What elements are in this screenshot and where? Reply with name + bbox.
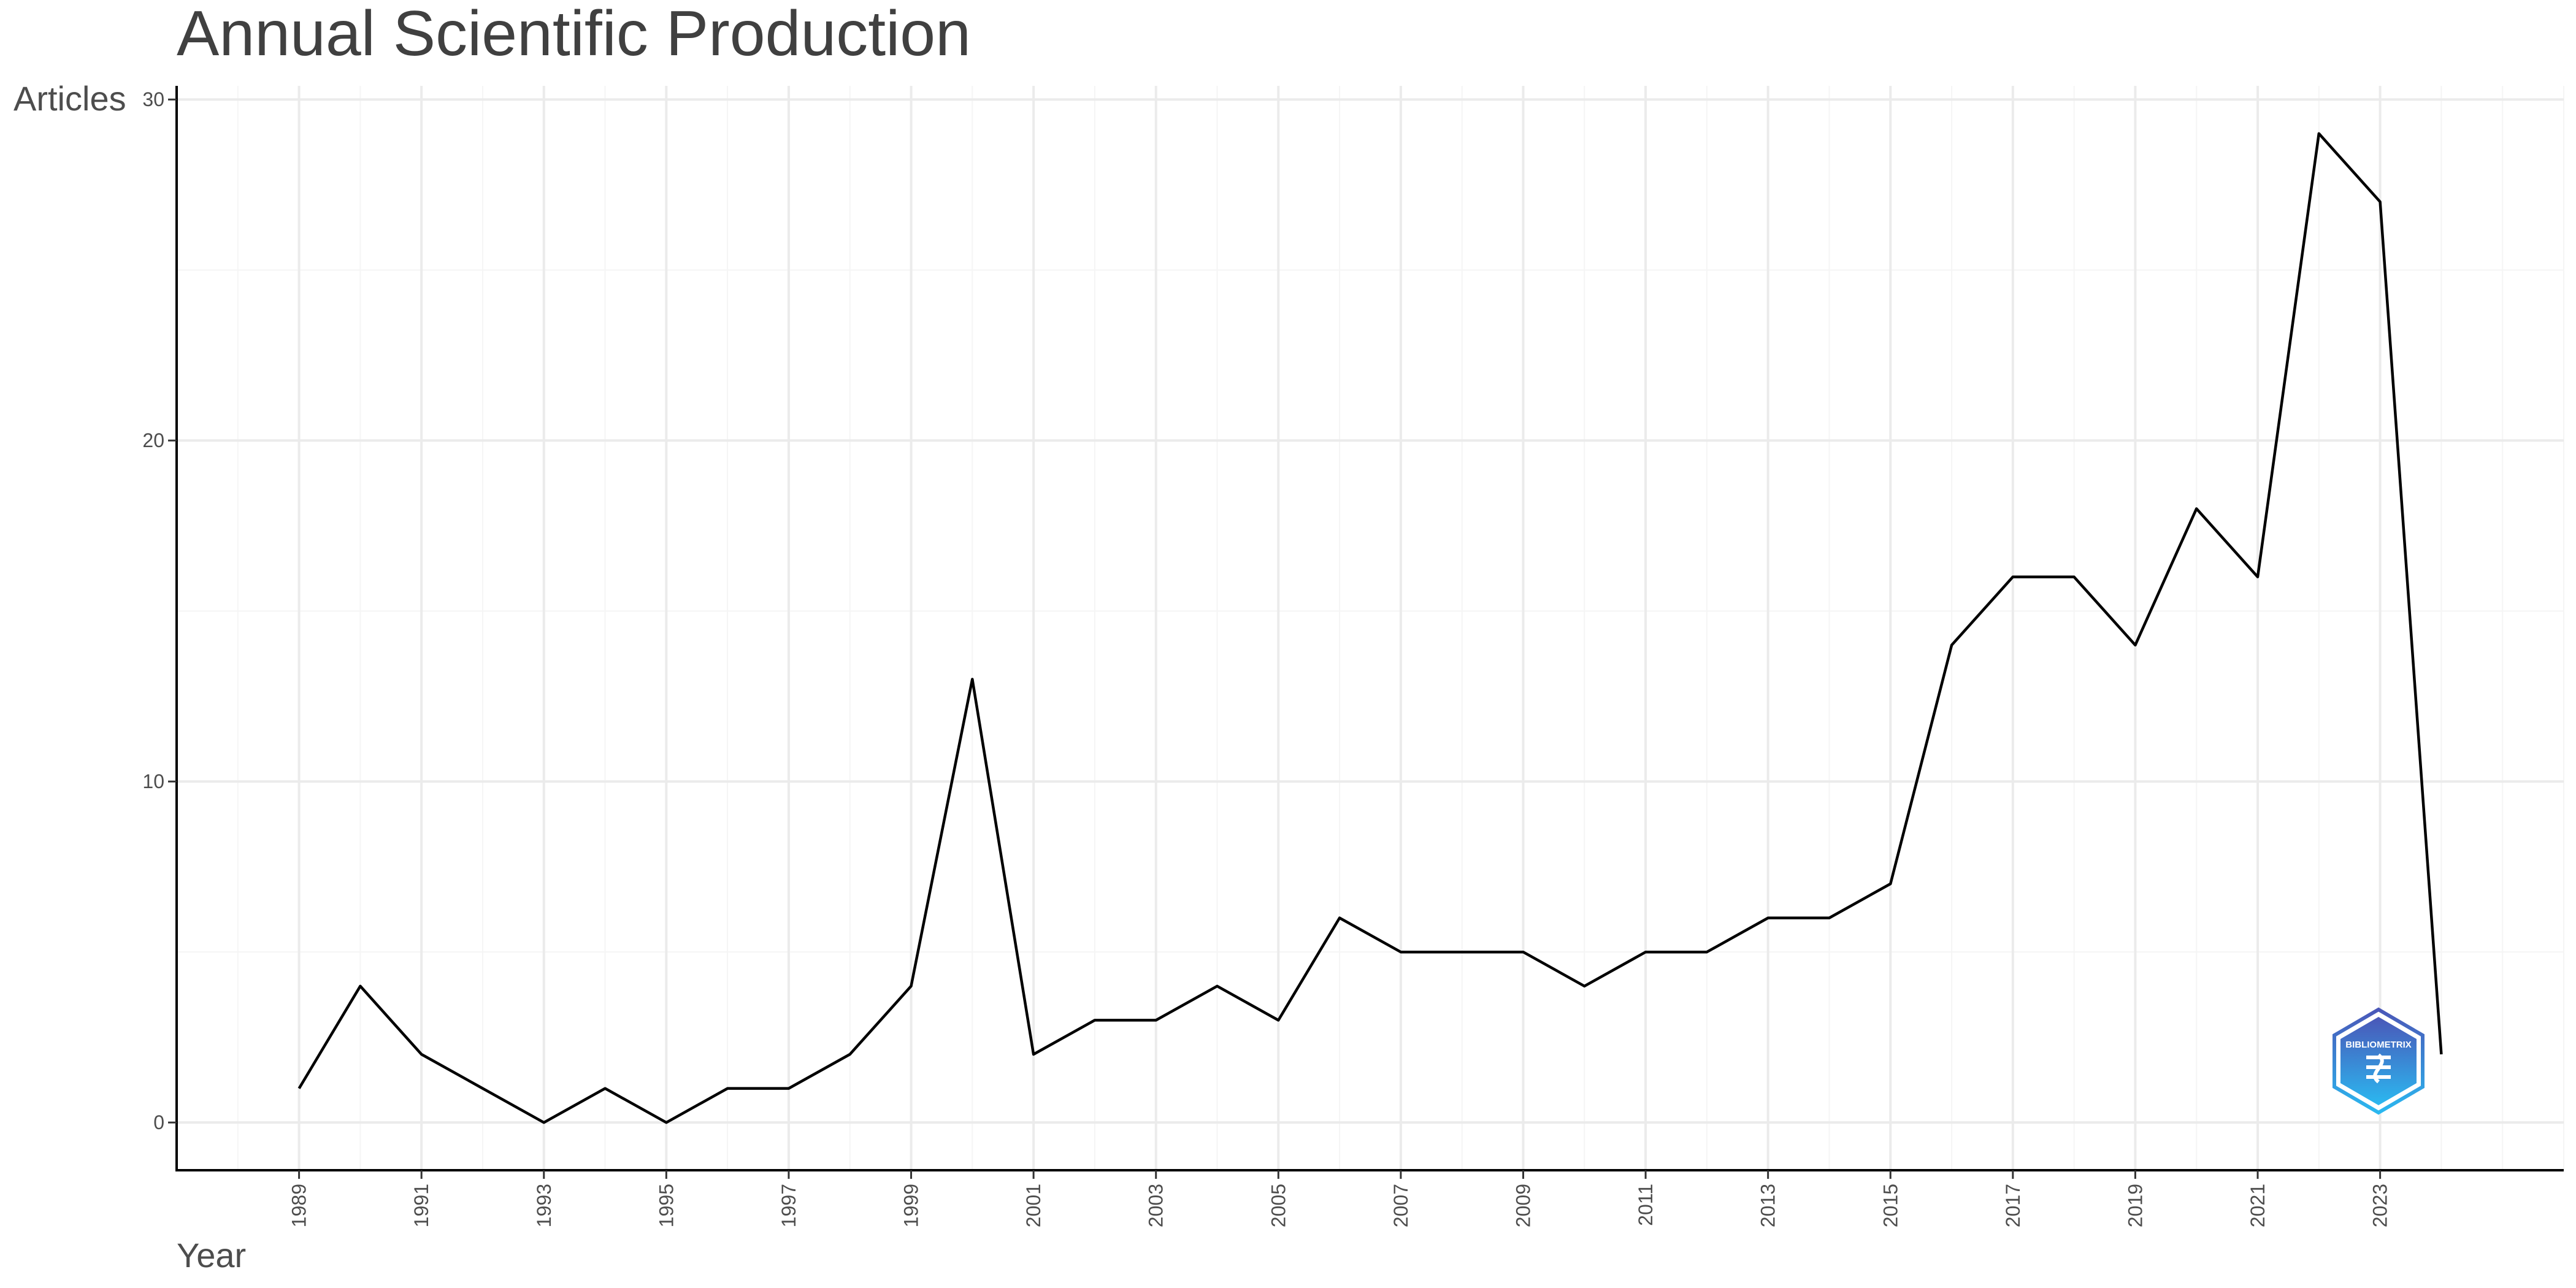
- y-tick-label: 10: [142, 770, 164, 792]
- x-tick-label: 2015: [1879, 1184, 1901, 1227]
- x-tick-label: 1993: [533, 1184, 555, 1227]
- bibliometrix-logo: BIBLIOMETRIX: [2333, 1007, 2425, 1115]
- minor-gridlines: [176, 86, 2564, 1170]
- x-tick-label: 1997: [778, 1184, 800, 1227]
- major-gridlines: [177, 86, 2564, 1170]
- x-axis-title: Year: [177, 1236, 246, 1275]
- y-axis-title: Articles: [13, 79, 126, 118]
- x-tick-label: 1989: [288, 1184, 310, 1227]
- series-line: [297, 132, 2443, 1124]
- x-axis-ticks: 1989 1991 1993 1995 1997 1999 2001 2003 2005 2007…: [288, 1170, 2391, 1227]
- x-tick-label: 2023: [2369, 1184, 2391, 1227]
- x-tick-label: 1991: [410, 1184, 432, 1227]
- x-tick-label: 1995: [655, 1184, 677, 1227]
- logo-emblem-icon: [2366, 1053, 2391, 1084]
- x-tick-label: 2007: [1390, 1184, 1412, 1227]
- logo-text: BIBLIOMETRIX: [2345, 1040, 2412, 1050]
- x-tick-label: 2011: [1635, 1184, 1657, 1226]
- x-tick-label: 2005: [1267, 1184, 1289, 1227]
- y-tick-label: 30: [142, 88, 164, 110]
- x-tick-label: 2009: [1512, 1184, 1534, 1227]
- y-axis-ticks: 0 10 20 30: [142, 88, 177, 1133]
- x-tick-label: 2021: [2247, 1184, 2269, 1227]
- chart-title: Annual Scientific Production: [177, 0, 971, 69]
- y-tick-label: 0: [153, 1111, 164, 1133]
- y-tick-label: 20: [142, 429, 164, 451]
- x-tick-label: 1999: [900, 1184, 922, 1227]
- x-tick-label: 2017: [2002, 1184, 2024, 1227]
- x-tick-label: 2001: [1022, 1184, 1045, 1227]
- x-tick-label: 2019: [2124, 1184, 2146, 1227]
- x-tick-label: 2013: [1757, 1184, 1779, 1227]
- x-tick-label: 2003: [1145, 1184, 1167, 1227]
